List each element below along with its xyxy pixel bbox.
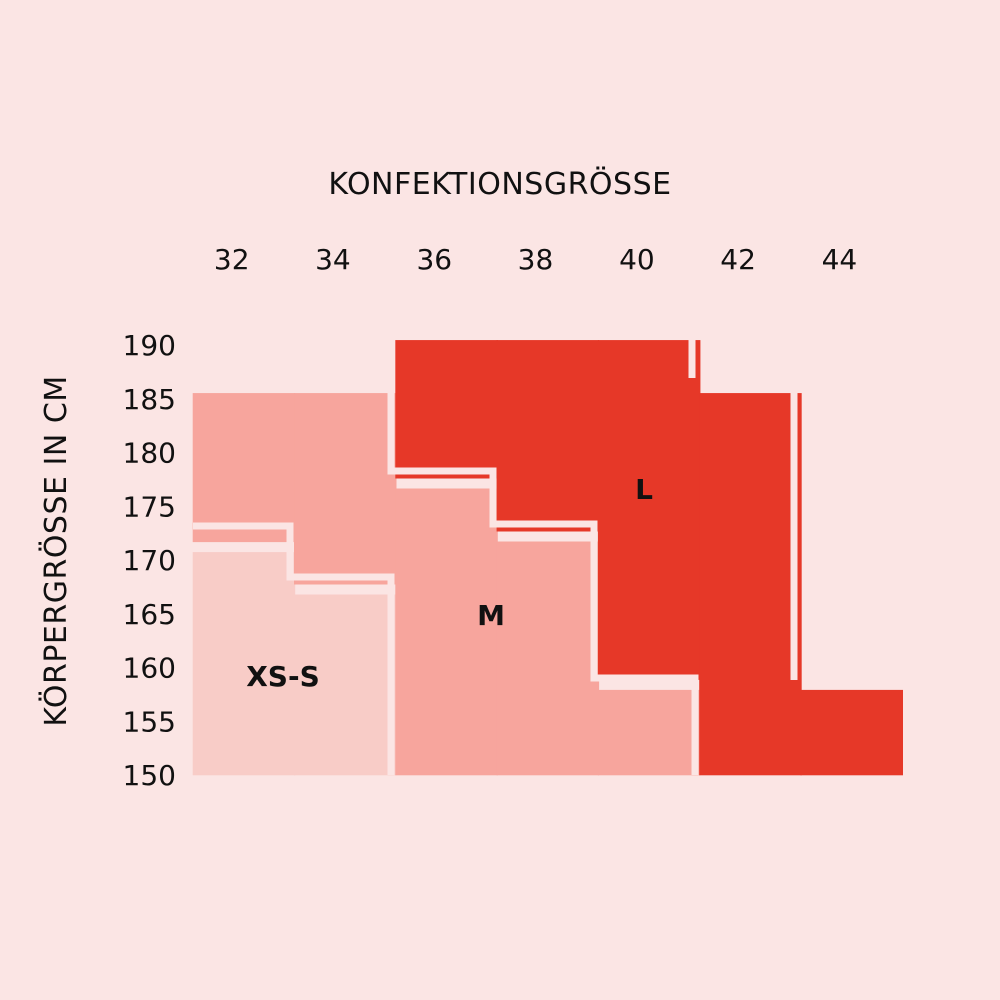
y-tick-label: 160	[123, 652, 176, 685]
zone-separators	[193, 327, 798, 775]
y-tick-label: 170	[123, 544, 176, 577]
x-tick-label: 32	[214, 243, 250, 276]
zone-label: XS-S	[246, 660, 320, 693]
y-tick-label: 190	[123, 329, 176, 362]
y-tick-label: 180	[123, 437, 176, 470]
zone-cell	[395, 340, 498, 479]
chart-title: KONFEKTIONSGRÖSSE	[328, 166, 671, 202]
x-tick-labels: 32 34 36 38 40 42 44	[214, 243, 857, 276]
x-tick-label: 36	[416, 243, 452, 276]
zone-cell	[496, 340, 600, 532]
y-tick-label: 155	[123, 705, 176, 738]
zone-cell	[293, 594, 397, 776]
y-tick-label: 165	[123, 598, 176, 631]
zone-l	[395, 340, 903, 776]
zone-cell	[597, 340, 701, 680]
y-tick-label: 175	[123, 490, 176, 523]
zone-m	[192, 393, 701, 776]
zone-label: L	[635, 473, 653, 506]
zone-cell	[496, 541, 600, 776]
zone-separator	[387, 327, 699, 775]
y-tick-labels: 190 185 180 175 170 165 160 155 150	[123, 329, 176, 792]
x-tick-label: 38	[518, 243, 554, 276]
zone-cell	[293, 393, 397, 585]
y-tick-label: 185	[123, 383, 176, 416]
zone-xs-s	[192, 552, 397, 776]
zone-cell	[699, 393, 802, 776]
zone-cell	[597, 689, 701, 776]
zone-cell	[800, 689, 903, 776]
zone-cell	[192, 552, 296, 776]
zones-layer	[192, 327, 903, 776]
zone-separator	[193, 522, 395, 775]
zone-cell	[395, 488, 498, 776]
zone-label: M	[477, 599, 505, 632]
y-tick-label: 150	[123, 759, 176, 792]
y-axis-label: KÖRPERGRÖSSE IN CM	[38, 375, 74, 726]
x-tick-label: 40	[619, 243, 655, 276]
x-tick-label: 42	[720, 243, 756, 276]
x-tick-label: 34	[315, 243, 351, 276]
zone-cell	[192, 393, 296, 543]
zone-labels-layer: XS-S M L	[246, 473, 653, 693]
x-tick-label: 44	[822, 243, 858, 276]
